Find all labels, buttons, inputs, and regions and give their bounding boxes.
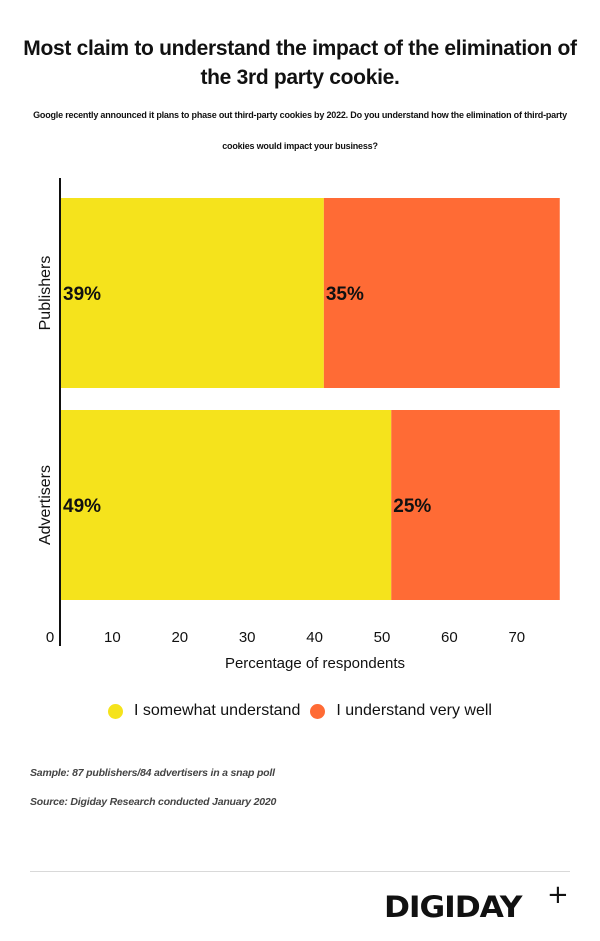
chart-title: Most claim to understand the impact of t… [23,37,577,89]
x-tick-label: 40 [306,629,323,646]
x-tick-label: 70 [508,629,525,646]
bar-advertisers-series-1 [391,410,560,600]
x-tick-label: 50 [374,629,391,646]
legend-dot-yellow-icon [108,703,124,719]
x-tick-label: 10 [104,629,121,646]
bar-advertisers-series-0 [61,410,392,600]
x-axis-label: Percentage of respondents [225,655,405,672]
category-label-publishers: Publishers [37,256,54,331]
data-label-publishers-series-0: 39% [63,284,101,305]
legend-dot-orange-icon [310,703,326,719]
category-label-advertisers: Advertisers [37,465,54,545]
category-labels-group: Publishers Advertisers [37,256,54,545]
bar-chart: 39% 35% 49% 25% Publishers Advertisers 0 10 20… [37,178,560,672]
plus-icon: + [547,880,569,910]
digiday-logo: DIGIDAY [384,890,522,924]
bars-group [61,198,560,600]
legend: I somewhat understand I understand very … [0,702,600,720]
x-tick-label: 20 [171,629,188,646]
sample-note: Sample: 87 publishers/84 advertisers in … [30,767,275,779]
bar-labels-group: 39% 35% 49% 25% [63,284,431,517]
x-tick-labels-group: 0 10 20 30 40 50 60 70 [46,629,525,646]
legend-label: I somewhat understand [134,702,301,719]
source-note: Source: Digiday Research conducted Janua… [30,796,277,808]
data-label-advertisers-series-1: 25% [393,496,431,517]
bar-publishers-series-0 [61,198,324,388]
chart-subtitle: Google recently announced it plans to ph… [33,110,567,151]
data-label-advertisers-series-0: 49% [63,496,101,517]
legend-item-very-well: I understand very well [310,702,492,720]
data-label-publishers-series-1: 35% [326,284,364,305]
legend-label: I understand very well [336,702,492,719]
bar-publishers-series-1 [323,198,560,388]
x-tick-label: 60 [441,629,458,646]
x-tick-label: 0 [46,629,54,646]
x-tick-label: 30 [239,629,256,646]
legend-item-somewhat: I somewhat understand [108,702,300,720]
footer-divider [30,871,570,872]
